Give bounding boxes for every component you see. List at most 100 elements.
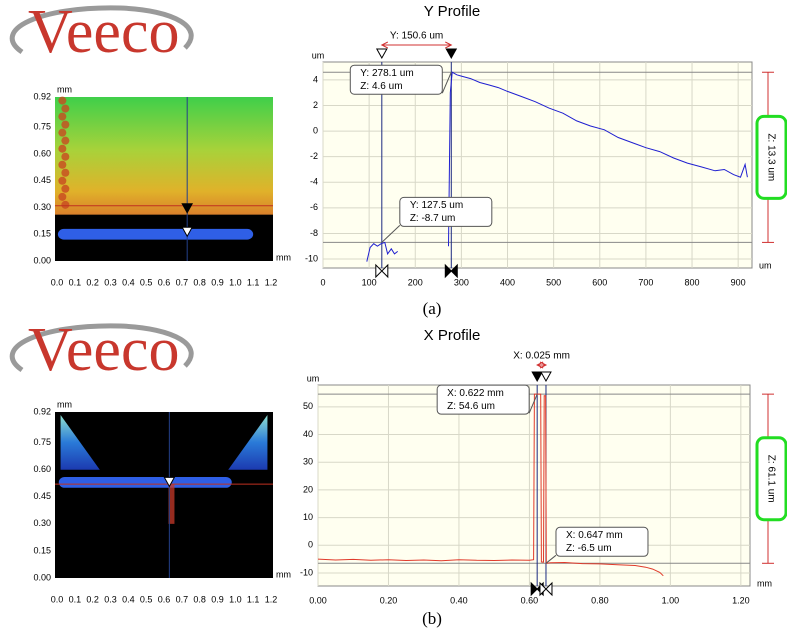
x-tick-label: 0.2 <box>86 277 99 287</box>
x-tick-label: 1.1 <box>247 594 260 604</box>
box-x-label: X: 0.622 mm <box>447 388 504 399</box>
cursor-top-marker <box>445 48 458 60</box>
y-tick-label: 0.45 <box>33 175 51 185</box>
edge-speckle <box>58 160 67 169</box>
x-tick-label: 0.80 <box>591 595 609 605</box>
cursor-marker <box>181 226 194 238</box>
cursor-box: Y: 127.5 um Z: -8.7 um <box>381 196 493 243</box>
x-unit: mm <box>276 252 291 262</box>
x-tick-label: 600 <box>592 277 607 287</box>
chart-title: X Profile <box>424 327 481 344</box>
edge-speckle <box>61 200 70 209</box>
cursor-top-marker <box>375 48 388 60</box>
x-tick-label: 0.6 <box>158 594 171 604</box>
edge-speckle <box>58 176 67 185</box>
image-background <box>55 412 273 578</box>
x-tick-label: 0.20 <box>380 595 398 605</box>
edge-speckle <box>61 168 70 177</box>
logo-swoosh <box>9 323 194 373</box>
x-tick-label: 0.7 <box>176 277 189 287</box>
x-tick-label: 0.9 <box>211 277 224 287</box>
box-leader <box>441 72 452 94</box>
box-x-label: X: 0.647 mm <box>566 530 623 541</box>
x-unit: um <box>759 260 772 270</box>
y-tick-label: 4 <box>313 74 318 84</box>
x-tick-label: 0.40 <box>450 595 468 605</box>
delta-z-label: Z: 61.1 um <box>765 455 776 503</box>
edge-speckle <box>61 152 70 161</box>
edge-region <box>60 415 100 470</box>
box-x-label: Y: 127.5 um <box>410 200 463 211</box>
cursor-bottom-marker <box>375 263 389 279</box>
panel-label: (a) <box>423 299 442 318</box>
x-tick-label: 700 <box>638 277 653 287</box>
cursor-box: Y: 278.1 um Z: 4.6 um <box>349 64 452 95</box>
x-tick-label: 0.7 <box>176 594 189 604</box>
x-tick-label: 1.0 <box>229 594 242 604</box>
x-tick-label: 0.3 <box>104 594 117 604</box>
y-tick-label: 0.92 <box>33 406 51 416</box>
arrow-head <box>539 361 548 369</box>
y-tick-label: 0.30 <box>33 202 51 212</box>
x-tick-label: 0 <box>320 277 325 287</box>
y-unit: um <box>312 50 325 60</box>
y-tick-label: 40 <box>303 429 313 439</box>
cursor-bottom-marker <box>444 263 458 279</box>
x-tick-label: 300 <box>454 277 469 287</box>
edge-speckle <box>58 128 67 137</box>
x-tick-label: 0.1 <box>69 594 82 604</box>
x-tick-label: 0.5 <box>140 594 153 604</box>
x-tick-label: 400 <box>500 277 515 287</box>
logo: Veeco <box>28 0 179 66</box>
y-tick-label: 50 <box>303 401 313 411</box>
cursor-box: X: 0.622 mm Z: 54.6 um <box>436 384 538 415</box>
cursor-bottom-marker <box>539 581 553 597</box>
box-frame <box>436 384 530 415</box>
box-z-label: Z: 4.6 um <box>360 81 402 92</box>
x-tick-label: 1.0 <box>229 277 242 287</box>
cursor-top-marker <box>540 371 552 383</box>
x-tick-label: 0.0 <box>51 277 64 287</box>
x-tick-label: 900 <box>731 277 746 287</box>
y-tick-label: 0.75 <box>33 122 51 132</box>
x-tick-label: 0.4 <box>122 277 135 287</box>
arrow-head <box>380 41 389 49</box>
logo-swoosh <box>9 5 194 55</box>
y-tick-label: 0.92 <box>33 91 51 101</box>
y-tick-label: 0 <box>313 125 318 135</box>
blue-band <box>57 228 254 240</box>
x-tick-label: 1.00 <box>662 595 680 605</box>
edge-speckle <box>61 104 70 113</box>
blue-band <box>58 476 232 488</box>
delta-z-label: Z: 13.3 um <box>765 133 776 181</box>
y-tick-label: 10 <box>303 512 313 522</box>
y-tick-label: 2 <box>313 100 318 110</box>
x-tick-label: 0.60 <box>521 595 539 605</box>
profile-line <box>317 393 664 577</box>
y-tick-label: 0.60 <box>33 148 51 158</box>
cursor-marker <box>181 203 194 214</box>
cursor-marker <box>163 476 176 488</box>
y-unit: mm <box>57 84 72 94</box>
y-tick-label: 0.45 <box>33 491 51 501</box>
x-tick-label: 1.1 <box>247 277 260 287</box>
x-tick-label: 800 <box>685 277 700 287</box>
x-tick-label: 0.2 <box>86 594 99 604</box>
y-tick-label: 0.75 <box>33 437 51 447</box>
cursor-top-marker <box>531 371 544 383</box>
y-tick-label: 0.30 <box>33 518 51 528</box>
x-tick-label: 1.2 <box>265 594 278 604</box>
box-leader <box>381 225 401 243</box>
x-tick-label: 1.2 <box>265 277 278 287</box>
arrow-head <box>445 41 453 49</box>
edge-speckle <box>61 184 70 193</box>
y-tick-label: -2 <box>310 151 318 161</box>
x-tick-label: 0.1 <box>69 277 82 287</box>
x-tick-label: 0.0 <box>51 594 64 604</box>
box-frame <box>349 64 443 95</box>
delta-x-label: Y: 150.6 um <box>390 31 443 42</box>
x-tick-label: 500 <box>546 277 561 287</box>
box-z-label: Z: 54.6 um <box>447 401 495 412</box>
x-tick-label: 0.4 <box>122 594 135 604</box>
edge-region <box>228 415 268 470</box>
